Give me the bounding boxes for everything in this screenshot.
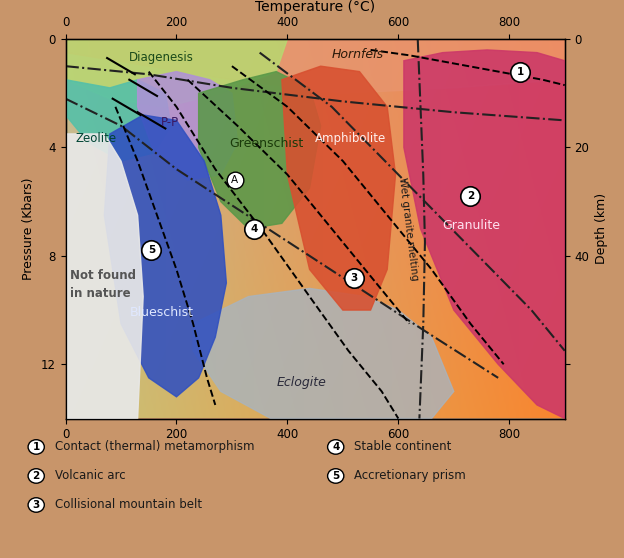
Text: Hornfels: Hornfels <box>332 48 384 61</box>
Text: Zeolite: Zeolite <box>76 132 117 145</box>
Text: Accretionary prism: Accretionary prism <box>354 469 466 483</box>
Text: Not found
in nature: Not found in nature <box>70 268 136 300</box>
Text: 1: 1 <box>517 66 524 76</box>
Text: Volcanic arc: Volcanic arc <box>55 469 125 483</box>
Text: 1: 1 <box>32 442 40 452</box>
Polygon shape <box>198 71 321 229</box>
Polygon shape <box>66 80 171 161</box>
Polygon shape <box>282 66 396 310</box>
Text: Blueschist: Blueschist <box>129 306 193 319</box>
Text: Contact (thermal) metamorphism: Contact (thermal) metamorphism <box>55 440 255 454</box>
Text: 2: 2 <box>32 471 40 481</box>
Text: 5: 5 <box>148 246 155 256</box>
Text: A: A <box>231 175 238 185</box>
Text: Collisional mountain belt: Collisional mountain belt <box>55 498 202 512</box>
Text: 4: 4 <box>332 442 339 452</box>
Text: 3: 3 <box>350 272 358 282</box>
Text: Wet granite melting: Wet granite melting <box>397 176 419 281</box>
Text: Granulite: Granulite <box>442 219 500 232</box>
Text: 2: 2 <box>467 191 474 201</box>
Text: 3: 3 <box>32 500 40 510</box>
Text: 4: 4 <box>250 224 258 234</box>
Text: Diagenesis: Diagenesis <box>129 51 194 64</box>
Polygon shape <box>104 115 227 397</box>
Text: Eclogite: Eclogite <box>276 376 326 389</box>
Polygon shape <box>404 50 565 418</box>
Polygon shape <box>138 71 238 180</box>
Polygon shape <box>193 288 454 418</box>
Polygon shape <box>66 39 565 93</box>
X-axis label: Temperature (°C): Temperature (°C) <box>255 0 375 14</box>
Polygon shape <box>66 39 288 107</box>
Text: Stable continent: Stable continent <box>354 440 452 454</box>
Text: Greenschist: Greenschist <box>229 137 303 151</box>
Y-axis label: Depth (km): Depth (km) <box>595 193 608 264</box>
Text: Amphibolite: Amphibolite <box>315 132 386 145</box>
Y-axis label: Pressure (Kbars): Pressure (Kbars) <box>22 177 35 280</box>
Text: 5: 5 <box>332 471 339 481</box>
Polygon shape <box>66 134 143 418</box>
Text: P-P: P-P <box>161 116 179 129</box>
